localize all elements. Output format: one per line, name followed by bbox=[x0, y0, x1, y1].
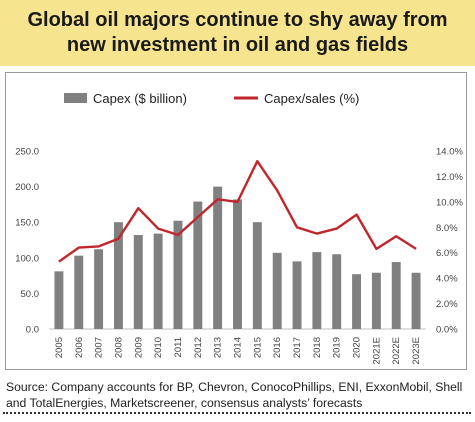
y-right-tick-label: 6.0% bbox=[436, 248, 458, 259]
chart-title-line-2: new investment in oil and gas fields bbox=[66, 34, 409, 56]
x-tick-label: 2017 bbox=[292, 337, 303, 358]
capex-bar bbox=[193, 201, 203, 329]
x-tick-label: 2012 bbox=[193, 337, 204, 358]
source-line-1: Source: Company accounts for BP, Chevron… bbox=[6, 380, 463, 394]
y-right-tick-label: 14.0% bbox=[436, 147, 463, 158]
capex-bar bbox=[292, 261, 302, 329]
capex-bar bbox=[371, 272, 381, 329]
capex-bar bbox=[54, 271, 64, 329]
capex-bar bbox=[332, 254, 342, 329]
dotted-divider bbox=[3, 412, 471, 414]
y-left-tick-label: 0.0 bbox=[26, 325, 39, 336]
capex-bar bbox=[94, 249, 104, 329]
y-left-tick-label: 50.0 bbox=[21, 289, 40, 300]
x-tick-label: 2018 bbox=[312, 337, 323, 358]
capex-bar bbox=[173, 220, 183, 329]
y-right-tick-label: 2.0% bbox=[436, 299, 458, 310]
y-left-tick-label: 100.0 bbox=[15, 253, 39, 264]
x-tick-label: 2015 bbox=[252, 337, 263, 358]
x-tick-label: 2009 bbox=[133, 337, 144, 358]
capex-bar bbox=[411, 272, 421, 329]
capex-bar bbox=[312, 252, 322, 329]
y-right-tick-label: 8.0% bbox=[436, 223, 458, 234]
chart-frame: 0.0 50.0 100.0 150.0 200.0 250.0 0.0% 2.0% 4.0% 6… bbox=[5, 72, 467, 370]
x-tick-label: 2016 bbox=[272, 337, 283, 358]
x-tick-label: 2006 bbox=[74, 337, 85, 358]
y-right-tick-label: 10.0% bbox=[436, 197, 463, 208]
combo-chart: 0.0 50.0 100.0 150.0 200.0 250.0 0.0% 2.0% 4.0% 6… bbox=[15, 91, 463, 364]
x-tick-label: 2023E bbox=[411, 337, 422, 364]
capex-bar bbox=[352, 274, 362, 329]
x-tick-label: 2011 bbox=[173, 337, 184, 357]
x-tick-label: 2007 bbox=[94, 337, 105, 358]
source-note: Source: Company accounts for BP, Chevron… bbox=[6, 379, 471, 411]
x-tick-label: 2021E bbox=[371, 337, 382, 364]
x-tick-label: 2020 bbox=[352, 337, 363, 358]
capex-bar bbox=[252, 222, 262, 329]
capex-sales-line bbox=[58, 159, 417, 263]
y-right-tick-label: 12.0% bbox=[436, 172, 463, 183]
x-tick-label: 2014 bbox=[233, 337, 244, 358]
y-left-tick-label: 200.0 bbox=[15, 182, 39, 193]
capex-bar bbox=[213, 186, 223, 329]
capex-bar bbox=[133, 235, 143, 329]
capex-bar bbox=[74, 255, 84, 329]
x-tick-label: 2019 bbox=[332, 337, 343, 358]
capex-bar bbox=[153, 233, 163, 329]
legend-bar-label: Capex ($ billion) bbox=[93, 91, 187, 106]
y-left-tick-label: 150.0 bbox=[15, 218, 39, 229]
capex-bar bbox=[113, 222, 123, 329]
legend-bar-swatch bbox=[64, 93, 87, 103]
capex-bar bbox=[272, 252, 282, 329]
source-line-2: and TotalEnergies, Marketscreener, conse… bbox=[6, 396, 363, 410]
y-right-tick-label: 4.0% bbox=[436, 274, 458, 285]
x-tick-label: 2022E bbox=[391, 337, 402, 364]
x-tick-label: 2010 bbox=[153, 337, 164, 358]
capex-bar bbox=[233, 199, 242, 329]
x-tick-label: 2008 bbox=[113, 337, 124, 358]
x-tick-label: 2013 bbox=[213, 337, 224, 358]
chart-title-line-1: Global oil majors continue to shy away f… bbox=[27, 9, 448, 31]
y-left-tick-label: 250.0 bbox=[15, 147, 39, 158]
title-banner: Global oil majors continue to shy away f… bbox=[0, 0, 475, 66]
legend-line-label: Capex/sales (%) bbox=[264, 91, 359, 106]
y-right-tick-label: 0.0% bbox=[436, 325, 458, 336]
capex-bar bbox=[391, 262, 401, 329]
x-tick-label: 2005 bbox=[54, 337, 65, 358]
